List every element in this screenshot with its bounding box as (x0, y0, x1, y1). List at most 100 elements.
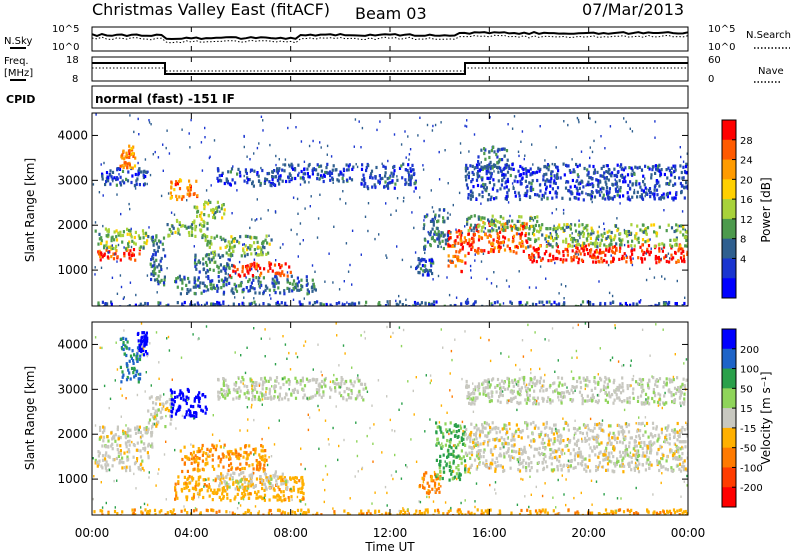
power-cell (523, 223, 526, 227)
power-cell (153, 266, 156, 270)
power-cell (120, 155, 123, 159)
power-cell (249, 263, 252, 267)
power-cell (562, 162, 565, 166)
power-noise-cell (328, 252, 330, 255)
power-cell (481, 225, 484, 230)
power-cell (666, 176, 669, 180)
power-cell (156, 279, 160, 283)
power-cell (592, 164, 595, 169)
velocity-cell (135, 448, 138, 452)
power-cell (128, 256, 131, 260)
power-cell (243, 251, 246, 255)
velocity-cell (451, 452, 455, 456)
velocity-cell (139, 430, 142, 434)
power-noise-cell (404, 130, 406, 133)
velocity-cell (101, 466, 104, 470)
velocity-cell (123, 466, 126, 470)
power-cell (132, 253, 135, 257)
power-cell (245, 286, 248, 290)
velocity-cell (464, 468, 467, 472)
power-cell (496, 232, 499, 236)
power-cell (277, 271, 280, 275)
velocity-cell (645, 450, 648, 454)
velocity-cell (542, 466, 546, 470)
power-colorbar-swatch (722, 258, 736, 279)
power-cell (607, 178, 610, 182)
power-cell (565, 258, 568, 262)
velocity-cell (552, 432, 555, 436)
power-noise-cell (464, 225, 466, 228)
power-cell (606, 164, 609, 168)
power-cell (591, 191, 594, 195)
velocity-cell (591, 449, 594, 453)
power-cell (276, 300, 279, 304)
power-noise-cell (593, 139, 595, 143)
power-cell (197, 284, 200, 288)
power-cell (567, 180, 570, 184)
velocity-cell (544, 447, 547, 451)
velocity-cell (117, 435, 120, 439)
velocity-cell (664, 467, 667, 471)
power-cell (267, 303, 270, 306)
power-cell (566, 223, 569, 227)
power-cell (668, 260, 671, 264)
velocity-cell (123, 430, 127, 435)
power-noise-cell (552, 170, 554, 173)
power-noise-cell (423, 139, 425, 143)
power-cell (203, 213, 206, 217)
velocity-cell (566, 444, 569, 448)
power-cell (302, 172, 305, 176)
power-cell (444, 242, 447, 246)
velocity-cell (497, 464, 500, 468)
velocity-cell (102, 439, 105, 443)
power-cell (493, 150, 496, 154)
power-cell (418, 271, 421, 275)
velocity-cell (447, 448, 450, 452)
power-noise-cell (275, 154, 277, 158)
velocity-cell (265, 476, 268, 480)
power-cell (529, 225, 532, 229)
power-cell (364, 304, 367, 306)
power-noise-cell (227, 258, 229, 261)
power-cell (114, 246, 117, 251)
power-cell (544, 164, 547, 169)
power-cell (421, 273, 425, 277)
power-noise-cell (469, 264, 472, 268)
power-cell (194, 264, 197, 269)
power-cell (587, 234, 590, 238)
power-cell (486, 166, 490, 170)
velocity-cell (129, 434, 132, 438)
power-cell (631, 252, 634, 256)
velocity-cell (191, 453, 194, 457)
beam-label: Beam 03 (355, 4, 427, 23)
power-cell (272, 175, 275, 179)
velocity-cell (295, 480, 298, 484)
velocity-cell (126, 430, 129, 435)
velocity-cell (460, 436, 463, 440)
power-cell (666, 195, 669, 199)
power-cell (159, 265, 163, 269)
power-noise-cell (446, 276, 448, 279)
velocity-cell (491, 458, 494, 462)
power-noise-cell (402, 200, 405, 203)
velocity-cell (302, 497, 305, 501)
power-cell (208, 260, 212, 264)
velocity-cell (678, 440, 681, 444)
power-cell (480, 148, 483, 152)
velocity-cell (125, 465, 128, 469)
nave-tick-low: 0 (708, 74, 714, 85)
power-cell (681, 176, 684, 180)
power-noise-cell (518, 154, 520, 158)
velocity-cell (125, 362, 128, 366)
power-cell (595, 189, 598, 193)
power-noise-cell (253, 297, 255, 300)
power-cell (133, 235, 136, 240)
velocity-cell (133, 375, 136, 379)
power-cell (275, 275, 278, 279)
velocity-cell (472, 445, 476, 449)
velocity-cell (171, 407, 175, 411)
power-noise-cell (528, 286, 531, 289)
power-cell (431, 258, 434, 262)
power-noise-cell (532, 219, 535, 222)
power-noise-cell (501, 225, 504, 229)
